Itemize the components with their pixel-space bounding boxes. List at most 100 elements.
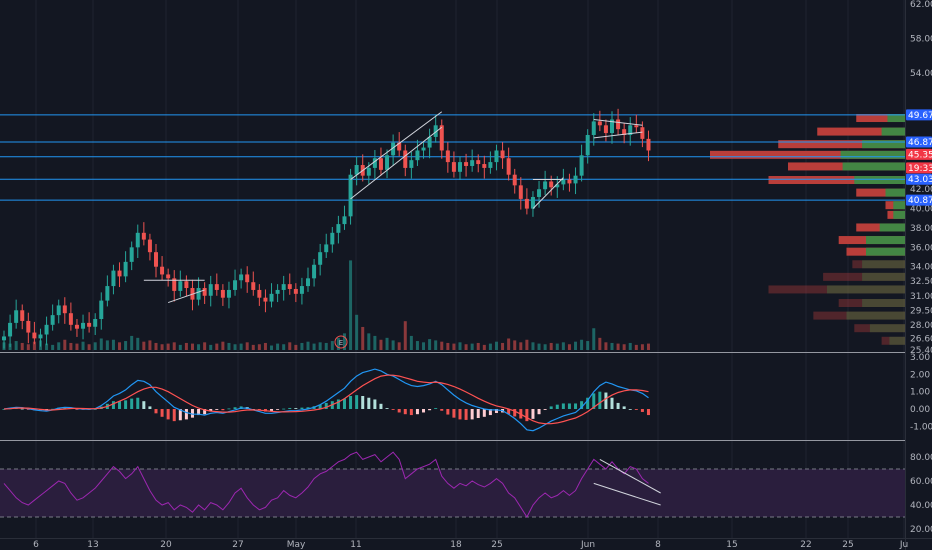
volume-bar-57 [349, 260, 353, 350]
volume-bar-34 [209, 344, 213, 350]
price-axis-label-4: 38.00 [910, 224, 932, 234]
candle-body-15 [93, 319, 98, 327]
profile-row-up-5 [854, 176, 905, 185]
macd-histogram-bar-0 [2, 409, 6, 410]
price-axis-label-extra-5: 42.00 [910, 185, 932, 195]
profile-row-down-16 [813, 311, 905, 320]
volume-bar-9 [57, 342, 61, 350]
profile-row-down-17 [854, 324, 905, 333]
volume-bar-24 [148, 340, 152, 350]
candle-body-21 [129, 247, 134, 262]
volume-bar-97 [592, 328, 596, 350]
macd-histogram-bar-74 [452, 409, 456, 418]
candle-body-42 [257, 289, 262, 298]
candle-body-79 [482, 164, 487, 168]
candle-body-37 [226, 289, 231, 298]
volume-bar-64 [391, 340, 395, 350]
macd-histogram-bar-89 [543, 409, 547, 410]
macd-histogram-bar-80 [488, 409, 492, 416]
candle-body-46 [281, 284, 286, 290]
candle-body-92 [561, 179, 566, 185]
candle-body-104 [634, 125, 639, 128]
rsi-line [3, 451, 649, 519]
profile-row-up-15 [862, 299, 905, 308]
candle-body-14 [87, 322, 92, 327]
volume-bar-26 [160, 344, 164, 350]
time-axis[interactable]: 6 13 20 27 May 11 18 25 Jun 8 15 22 25 Ju [33, 540, 908, 550]
volume-bar-21 [130, 335, 134, 350]
volume-bar-38 [233, 344, 237, 350]
candle-body-9 [56, 305, 61, 316]
volume-bar-81 [494, 341, 498, 350]
volume-bar-83 [507, 338, 511, 350]
candle-body-66 [403, 150, 408, 168]
candle-body-32 [196, 288, 201, 300]
volume-bar-60 [367, 333, 371, 350]
candle-body-73 [445, 150, 450, 163]
profile-row-up-12 [862, 260, 905, 269]
price-trendline-7 [593, 131, 643, 139]
rsi-axis-label-1: 60.00 [910, 477, 932, 487]
volume-bar-51 [312, 343, 316, 350]
candle-body-80 [488, 162, 493, 168]
macd-histogram-bar-67 [409, 409, 413, 416]
candle-body-23 [141, 232, 146, 240]
candle-body-99 [603, 125, 608, 134]
volume-bar-62 [379, 339, 383, 350]
volume-bar-58 [355, 314, 359, 350]
volume-bar-87 [531, 342, 535, 350]
macd-histogram-bar-96 [586, 397, 590, 409]
macd-histogram-bar-71 [434, 408, 438, 409]
macd-panel [2, 368, 650, 432]
candle-body-19 [117, 270, 122, 277]
volume-bar-98 [598, 337, 602, 350]
macd-histogram-bar-59 [361, 396, 365, 409]
rsi-panel [0, 451, 905, 519]
candle-body-44 [269, 293, 274, 302]
candle-body-1 [8, 322, 13, 337]
macd-histogram-bar-53 [324, 402, 328, 409]
macd-axis-label-1: 2.00 [910, 370, 930, 380]
candle-body-75 [458, 162, 462, 172]
price-axis-label-9: 29.50 [910, 306, 932, 316]
macd-histogram-bar-48 [294, 408, 298, 409]
volume-bar-48 [294, 344, 298, 350]
candle-body-68 [415, 150, 420, 161]
candle-body-87 [530, 196, 535, 209]
candle-body-74 [451, 162, 456, 172]
candle-body-56 [342, 216, 347, 225]
price-badge-label-2: 45.35 [908, 150, 932, 160]
macd-histogram-bar-34 [209, 409, 213, 412]
time-axis-label-4: May [287, 540, 306, 550]
candle-body-105 [640, 127, 645, 139]
candle-body-63 [385, 155, 390, 170]
profile-row-up-3 [840, 150, 905, 159]
rsi-trendline-1 [593, 482, 661, 506]
volume-bar-4 [26, 344, 30, 350]
macd-histogram-bar-50 [306, 407, 310, 409]
time-axis-label-7: 25 [491, 540, 502, 550]
macd-histogram-bar-31 [190, 409, 194, 418]
volume-bar-105 [640, 344, 644, 350]
horizontal-levels[interactable] [0, 114, 905, 201]
macd-histogram-bar-38 [233, 407, 237, 409]
candle-body-95 [579, 155, 584, 176]
candle-body-6 [38, 334, 43, 339]
candle-body-101 [616, 119, 621, 130]
macd-histogram-bar-20 [124, 400, 128, 409]
candle-body-2 [14, 310, 19, 323]
candle-body-28 [172, 278, 177, 291]
profile-row-up-7 [893, 201, 905, 210]
trendline-drawings[interactable] [143, 111, 643, 304]
candle-body-36 [220, 289, 225, 298]
price-axis[interactable]: 62.00 58.00 54.00 40.00 38.00 36.00 34.00 32.50… [910, 0, 932, 535]
volume-bar-84 [513, 340, 517, 350]
macd-histogram-bar-55 [336, 399, 340, 409]
macd-histogram-bar-60 [367, 397, 371, 409]
macd-histogram-bar-23 [142, 401, 146, 409]
earnings-marker[interactable]: E [334, 335, 348, 349]
time-axis-label-3: 27 [232, 540, 243, 550]
